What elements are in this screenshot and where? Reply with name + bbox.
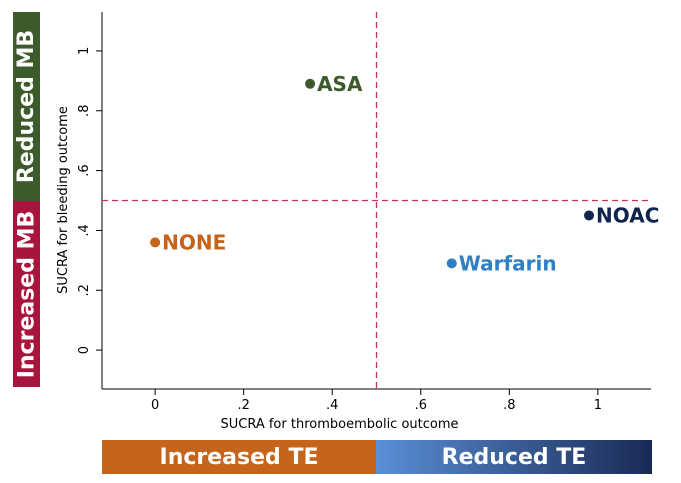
y-tick-label: .6 — [77, 164, 92, 176]
x-tick-label: 1 — [594, 398, 602, 413]
x-tick-label: .6 — [415, 398, 427, 413]
x-axis-title: SUCRA for thromboembolic outcome — [220, 417, 458, 432]
point-asa — [305, 78, 316, 89]
point-noac — [584, 210, 595, 221]
point-none — [150, 237, 161, 248]
increased-te-band: Increased TE — [102, 440, 376, 474]
point-label-asa: ASA — [317, 72, 363, 96]
increased-mb-label: Increased MB — [14, 210, 39, 378]
x-tick-label: .4 — [326, 398, 338, 413]
point-label-warfarin: Warfarin — [459, 251, 557, 275]
reduced-mb-band: Reduced MB — [13, 12, 40, 201]
reduced-te-label: Reduced TE — [441, 444, 587, 470]
increased-mb-band: Increased MB — [13, 201, 40, 387]
y-tick-label: .4 — [77, 224, 92, 236]
increased-te-label: Increased TE — [159, 444, 319, 470]
x-tick-label: .8 — [503, 398, 515, 413]
point-warfarin — [446, 258, 457, 269]
y-tick-label: .8 — [77, 105, 92, 117]
point-label-noac: NOAC — [596, 203, 659, 227]
point-label-none: NONE — [162, 230, 226, 254]
reduced-mb-label: Reduced MB — [14, 29, 39, 184]
y-tick-label: 0 — [77, 346, 92, 354]
y-axis-title: SUCRA for bleeding outcome — [56, 106, 71, 294]
x-tick-label: 0 — [151, 398, 159, 413]
y-tick-label: 1 — [77, 47, 92, 55]
reduced-te-band: Reduced TE — [376, 440, 652, 474]
x-tick-label: .2 — [237, 398, 249, 413]
y-tick-label: .2 — [77, 284, 92, 296]
